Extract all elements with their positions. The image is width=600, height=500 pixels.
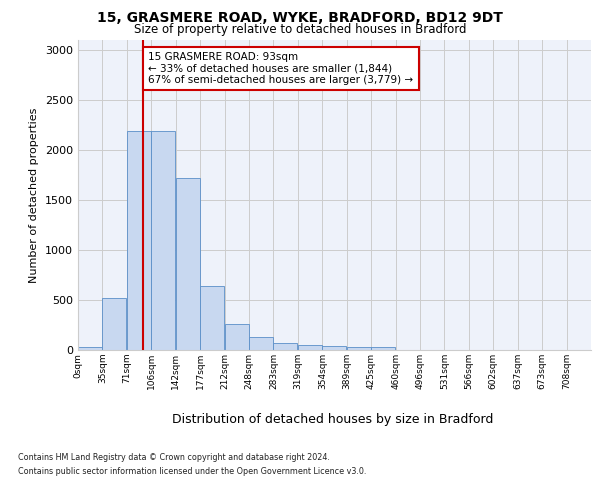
Bar bbox=[78, 347, 102, 350]
Bar bbox=[274, 343, 298, 350]
Bar bbox=[249, 337, 273, 350]
Bar bbox=[322, 346, 346, 350]
Bar bbox=[347, 346, 371, 350]
Bar bbox=[200, 286, 224, 350]
Text: 15 GRASMERE ROAD: 93sqm
← 33% of detached houses are smaller (1,844)
67% of semi: 15 GRASMERE ROAD: 93sqm ← 33% of detache… bbox=[148, 52, 413, 85]
Bar bbox=[176, 178, 200, 350]
Bar bbox=[371, 347, 395, 350]
Text: Size of property relative to detached houses in Bradford: Size of property relative to detached ho… bbox=[134, 22, 466, 36]
Text: Contains public sector information licensed under the Open Government Licence v3: Contains public sector information licen… bbox=[18, 467, 367, 476]
Y-axis label: Number of detached properties: Number of detached properties bbox=[29, 108, 40, 282]
Bar bbox=[127, 131, 151, 350]
Text: Contains HM Land Registry data © Crown copyright and database right 2024.: Contains HM Land Registry data © Crown c… bbox=[18, 454, 330, 462]
Bar bbox=[224, 324, 248, 350]
Text: 15, GRASMERE ROAD, WYKE, BRADFORD, BD12 9DT: 15, GRASMERE ROAD, WYKE, BRADFORD, BD12 … bbox=[97, 11, 503, 25]
Bar bbox=[151, 131, 175, 350]
Bar bbox=[298, 345, 322, 350]
Text: Distribution of detached houses by size in Bradford: Distribution of detached houses by size … bbox=[172, 412, 494, 426]
Bar bbox=[103, 298, 127, 350]
